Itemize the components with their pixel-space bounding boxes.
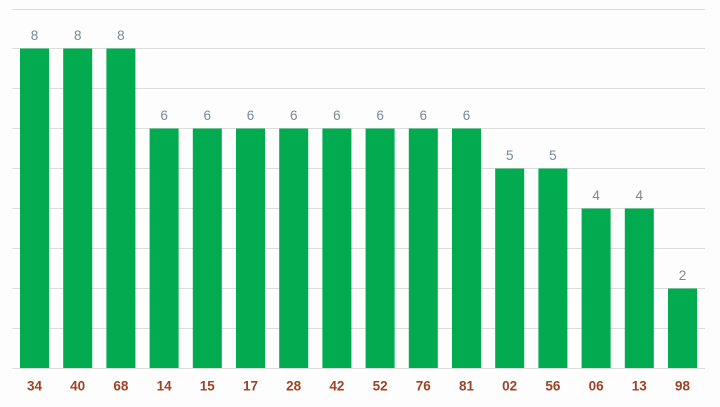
svg-text:76: 76: [416, 379, 432, 394]
svg-text:02: 02: [502, 379, 517, 394]
svg-text:6: 6: [290, 108, 298, 123]
svg-text:5: 5: [506, 148, 514, 163]
svg-text:6: 6: [204, 108, 212, 123]
svg-text:56: 56: [545, 379, 561, 394]
svg-text:28: 28: [286, 379, 302, 394]
svg-text:6: 6: [160, 108, 168, 123]
svg-text:68: 68: [113, 379, 129, 394]
svg-text:4: 4: [636, 188, 644, 203]
svg-text:6: 6: [376, 108, 384, 123]
svg-text:34: 34: [27, 379, 43, 394]
svg-text:6: 6: [247, 108, 255, 123]
svg-text:06: 06: [589, 379, 605, 394]
svg-text:2: 2: [679, 268, 687, 283]
svg-text:52: 52: [373, 379, 388, 394]
svg-text:15: 15: [200, 379, 216, 394]
svg-text:6: 6: [420, 108, 428, 123]
svg-text:5: 5: [549, 148, 557, 163]
svg-text:17: 17: [243, 379, 258, 394]
svg-text:4: 4: [592, 188, 600, 203]
svg-text:40: 40: [70, 379, 85, 394]
svg-text:98: 98: [675, 379, 691, 394]
svg-text:6: 6: [463, 108, 471, 123]
svg-text:8: 8: [117, 28, 125, 43]
svg-text:6: 6: [333, 108, 341, 123]
svg-text:8: 8: [74, 28, 82, 43]
svg-text:81: 81: [459, 379, 475, 394]
svg-text:42: 42: [329, 379, 344, 394]
svg-text:13: 13: [632, 379, 648, 394]
svg-text:8: 8: [31, 28, 39, 43]
svg-text:14: 14: [157, 379, 173, 394]
